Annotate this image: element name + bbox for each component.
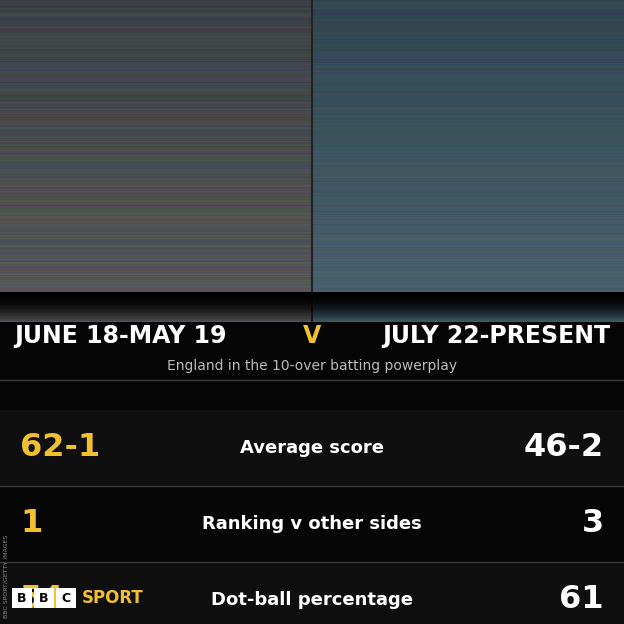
Bar: [0, 321, 624, 323]
Bar: [0, 304, 624, 306]
Text: 46-2: 46-2: [524, 432, 604, 464]
Bar: [0, 322, 624, 624]
Text: 61: 61: [559, 585, 604, 615]
Bar: [0, 300, 624, 302]
Bar: [12, 588, 32, 608]
Bar: [0, 319, 624, 321]
Text: BBC SPORT/GETTY IMAGES: BBC SPORT/GETTY IMAGES: [4, 535, 9, 618]
Bar: [0, 313, 624, 315]
Bar: [0, 410, 624, 486]
Text: V: V: [303, 324, 321, 348]
Bar: [0, 316, 624, 318]
Bar: [0, 320, 624, 322]
Bar: [0, 305, 624, 307]
Bar: [0, 562, 624, 624]
Bar: [0, 298, 624, 300]
Text: Dot-ball percentage: Dot-ball percentage: [211, 591, 413, 609]
Bar: [0, 293, 624, 295]
Bar: [0, 297, 624, 299]
Bar: [0, 299, 624, 301]
Bar: [0, 308, 624, 310]
Bar: [0, 312, 624, 314]
Bar: [34, 588, 54, 608]
Text: 62-1: 62-1: [20, 432, 100, 464]
Text: Ranking v other sides: Ranking v other sides: [202, 515, 422, 533]
Bar: [0, 302, 624, 304]
Text: C: C: [61, 592, 71, 605]
Bar: [0, 315, 624, 317]
Bar: [0, 301, 624, 303]
Bar: [0, 294, 624, 296]
Text: 3: 3: [582, 509, 604, 540]
Text: JULY 22-PRESENT: JULY 22-PRESENT: [382, 324, 610, 348]
Text: 54: 54: [20, 585, 64, 615]
Bar: [0, 486, 624, 562]
Bar: [0, 309, 624, 311]
Bar: [0, 311, 624, 313]
Text: 1: 1: [20, 509, 42, 540]
Bar: [56, 588, 76, 608]
Bar: [0, 314, 624, 316]
Bar: [0, 317, 624, 319]
Bar: [0, 306, 624, 308]
Bar: [0, 292, 624, 294]
Bar: [0, 295, 624, 297]
Bar: [0, 303, 624, 305]
Text: B: B: [17, 592, 27, 605]
Text: Average score: Average score: [240, 439, 384, 457]
Bar: [0, 318, 624, 320]
Text: B: B: [39, 592, 49, 605]
Bar: [0, 310, 624, 312]
Bar: [0, 296, 624, 298]
Bar: [0, 322, 624, 422]
Text: England in the 10-over batting powerplay: England in the 10-over batting powerplay: [167, 359, 457, 373]
Text: JUNE 18-MAY 19: JUNE 18-MAY 19: [14, 324, 227, 348]
Bar: [0, 307, 624, 309]
Text: SPORT: SPORT: [82, 589, 144, 607]
